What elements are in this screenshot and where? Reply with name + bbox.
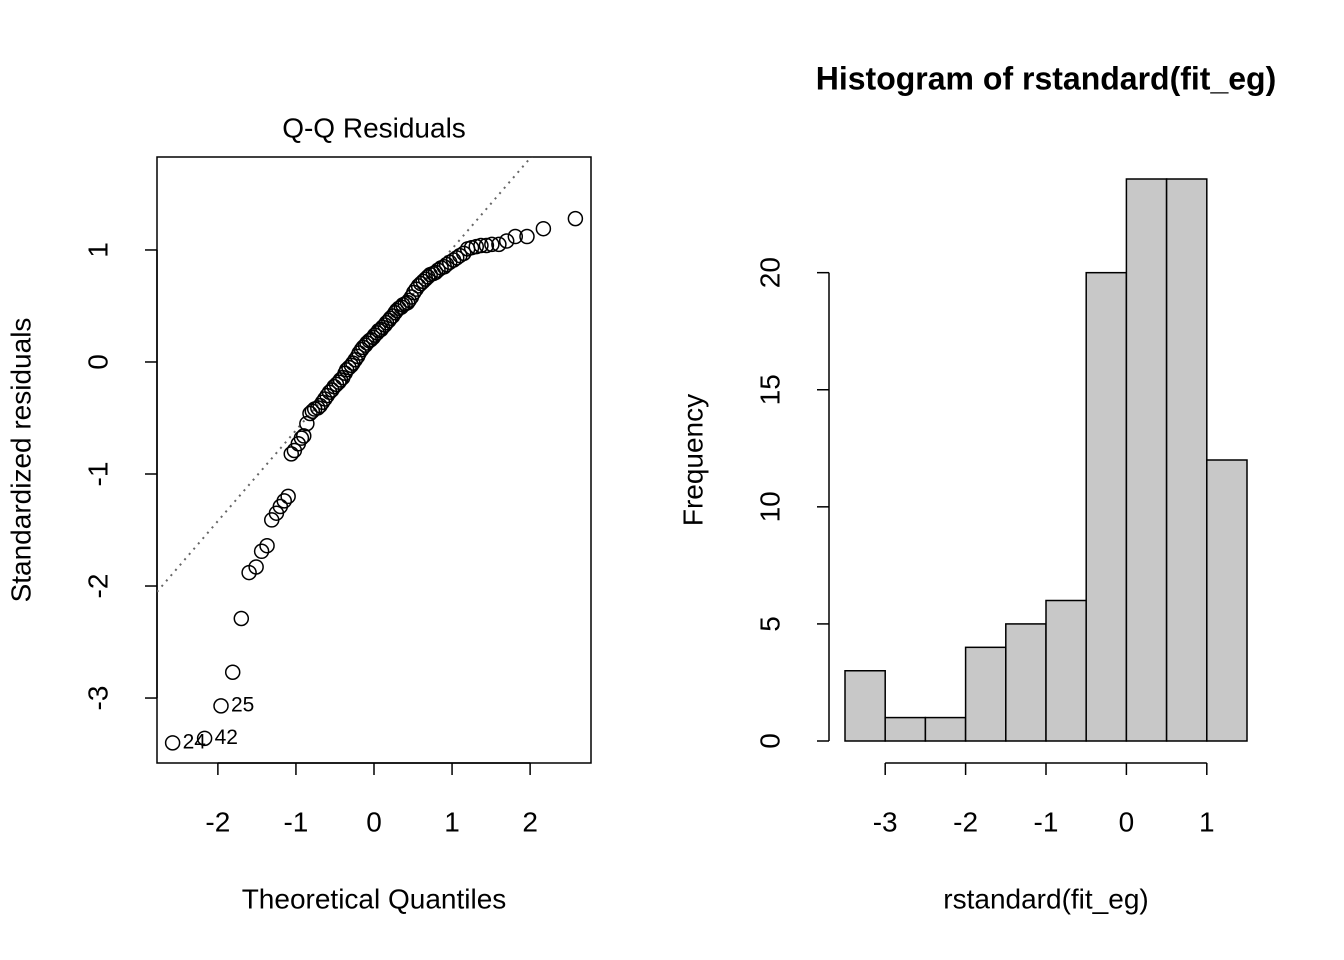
point — [473, 237, 489, 254]
point — [253, 543, 270, 560]
y-tick-label: 20 — [754, 257, 785, 288]
x-tick-label: 1 — [444, 806, 460, 837]
bar — [1045, 599, 1087, 742]
reference-line — [157, 157, 533, 593]
bar — [1165, 178, 1208, 742]
x-tick-label: 2 — [522, 806, 538, 837]
x-tick-label: 0 — [366, 806, 382, 837]
x-tick-label: -2 — [953, 806, 978, 837]
point — [280, 488, 296, 505]
y-tick-label: 10 — [754, 491, 785, 522]
y-tick-label: -2 — [82, 574, 113, 599]
point-label: 25 — [231, 693, 254, 716]
reference-line-group — [157, 157, 533, 593]
bar — [844, 670, 886, 742]
x-tick-label: -1 — [1034, 806, 1059, 837]
point — [295, 428, 312, 444]
point — [293, 430, 310, 446]
bar — [1206, 459, 1248, 742]
x-axis-label: rstandard(fit_eg) — [943, 883, 1148, 914]
y-tick-label: -1 — [82, 462, 113, 487]
point — [224, 664, 241, 681]
x-tick-label: -1 — [283, 806, 308, 837]
x-tick-label: 1 — [1199, 806, 1215, 837]
x-tick-label: -3 — [873, 806, 898, 837]
bar — [1005, 623, 1047, 742]
bar — [1125, 178, 1168, 742]
x-tick-label: 0 — [1119, 806, 1135, 837]
x-tick-label: -2 — [205, 806, 230, 837]
point — [164, 735, 181, 751]
x-axis-label: Theoretical Quantiles — [242, 883, 507, 914]
point — [491, 236, 507, 253]
point — [196, 730, 213, 747]
y-axis-label: Standardized residuals — [5, 318, 36, 603]
plot-frame — [156, 156, 592, 764]
bar — [924, 716, 967, 742]
point-label: 42 — [215, 726, 238, 749]
point — [302, 405, 318, 422]
point — [233, 610, 250, 627]
point — [276, 493, 292, 509]
y-tick-label: 0 — [754, 733, 785, 749]
y-tick-label: 15 — [754, 374, 785, 405]
point — [401, 292, 417, 309]
y-tick-label: 5 — [754, 616, 785, 632]
point — [519, 228, 535, 245]
point — [361, 332, 378, 349]
y-tick-label: 1 — [82, 242, 113, 258]
point — [535, 220, 552, 237]
chart-title: Q-Q Residuals — [282, 112, 466, 143]
point — [357, 337, 374, 353]
y-tick-label: 0 — [82, 354, 113, 370]
point — [259, 537, 275, 554]
bar — [884, 716, 927, 742]
point — [427, 264, 444, 281]
point — [369, 325, 385, 341]
y-tick-label: -3 — [82, 686, 113, 711]
bar — [1085, 271, 1128, 742]
point-label: 24 — [183, 730, 207, 753]
point — [213, 698, 229, 714]
chart-title: Histogram of rstandard(fit_eg) — [816, 60, 1276, 96]
point — [248, 559, 264, 575]
point — [484, 236, 500, 253]
point — [478, 237, 495, 254]
point — [498, 233, 515, 249]
point — [507, 228, 524, 245]
bar — [964, 646, 1007, 742]
y-axis-label: Frequency — [677, 394, 708, 526]
point — [456, 245, 472, 262]
point — [567, 210, 584, 227]
